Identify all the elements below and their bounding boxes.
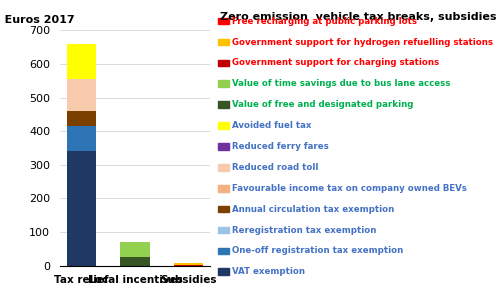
Text: Government support for hydrogen refuelling stations: Government support for hydrogen refuelli…	[232, 37, 494, 47]
Bar	[67, 79, 96, 111]
Bar	[120, 242, 150, 257]
Text: mill Euros 2017: mill Euros 2017	[0, 15, 74, 25]
Bar	[67, 44, 96, 79]
Bar	[67, 151, 96, 266]
Text: Value of time savings due to bus lane access: Value of time savings due to bus lane ac…	[232, 79, 451, 88]
Text: Avoided fuel tax: Avoided fuel tax	[232, 121, 312, 130]
Bar	[120, 257, 150, 266]
Bar	[67, 111, 96, 126]
Text: Government support for charging stations: Government support for charging stations	[232, 58, 440, 67]
Text: Annual circulation tax exemption: Annual circulation tax exemption	[232, 205, 395, 214]
Bar	[67, 126, 96, 151]
Text: Reduced road toll: Reduced road toll	[232, 163, 319, 172]
Text: Favourable income tax on company owned BEVs: Favourable income tax on company owned B…	[232, 184, 468, 193]
Text: Value of free and designated parking: Value of free and designated parking	[232, 100, 414, 109]
Bar	[174, 265, 203, 266]
Text: Reregistration tax exemption: Reregistration tax exemption	[232, 226, 377, 235]
Bar	[174, 263, 203, 265]
Text: VAT exemption: VAT exemption	[232, 267, 306, 276]
Text: Reduced ferry fares: Reduced ferry fares	[232, 142, 329, 151]
Text: Zero emission  vehicle tax breaks, subsidies  and local incentives 2017: Zero emission vehicle tax breaks, subsid…	[220, 12, 500, 22]
Text: Free recharging at public parking lots: Free recharging at public parking lots	[232, 17, 418, 26]
Text: One-off registration tax exemption: One-off registration tax exemption	[232, 246, 404, 255]
